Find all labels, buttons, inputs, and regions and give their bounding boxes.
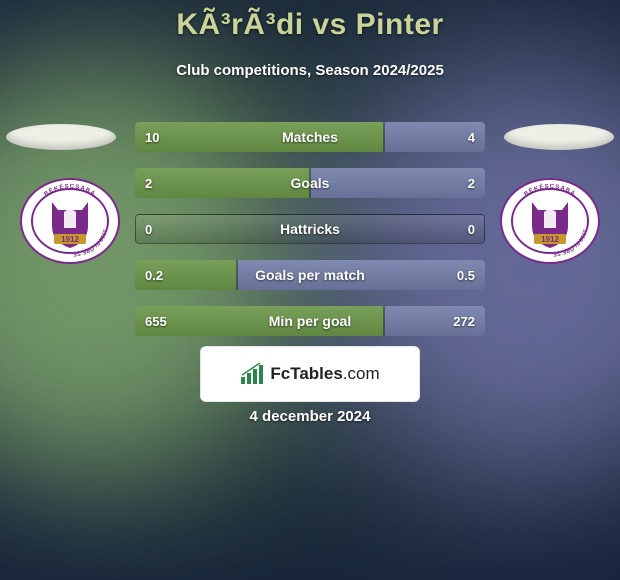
logo-text: FcTables.com (270, 364, 379, 384)
stat-bar-fill-left (135, 306, 384, 336)
stat-bar-fill-right (384, 122, 486, 152)
stat-row: 22Goals (135, 168, 485, 198)
club-crest-right: BÉKÉSCSABA 1912 ELŐRE SE 1912 (500, 178, 600, 264)
svg-text:1912: 1912 (61, 235, 79, 244)
stat-row: 655272Min per goal (135, 306, 485, 336)
source-logo: FcTables.com (200, 346, 420, 402)
player-ellipse-left (6, 124, 116, 150)
player-ellipse-right (504, 124, 614, 150)
logo-main: Tables (290, 364, 343, 383)
chart-icon (240, 363, 266, 385)
comparison-infographic: KÃ³rÃ³di vs Pinter Club competitions, Se… (0, 0, 620, 580)
stat-row: 0.20.5Goals per match (135, 260, 485, 290)
stat-bar-bg (135, 214, 485, 244)
logo-prefix: Fc (270, 364, 290, 383)
stat-bar-fill-left (135, 168, 310, 198)
stat-row: 00Hattricks (135, 214, 485, 244)
subtitle: Club competitions, Season 2024/2025 (0, 62, 620, 79)
stats-bars: 104Matches 22Goals 00Hattricks 0.20.5Goals … (135, 122, 485, 352)
stat-bar-fill-left (135, 260, 237, 290)
logo-suffix: .com (343, 364, 380, 383)
stat-bar-fill-right (237, 260, 486, 290)
date-label: 4 december 2024 (0, 408, 620, 425)
svg-text:1912: 1912 (541, 235, 559, 244)
club-crest-left: BÉKÉSCSABA 1912 ELŐRE SE 1912 (20, 178, 120, 264)
stat-bar-fill-right (384, 306, 486, 336)
page-title: KÃ³rÃ³di vs Pinter (0, 8, 620, 42)
stat-bar-fill-left (135, 122, 384, 152)
stat-bar-fill-right (310, 168, 485, 198)
stat-row: 104Matches (135, 122, 485, 152)
